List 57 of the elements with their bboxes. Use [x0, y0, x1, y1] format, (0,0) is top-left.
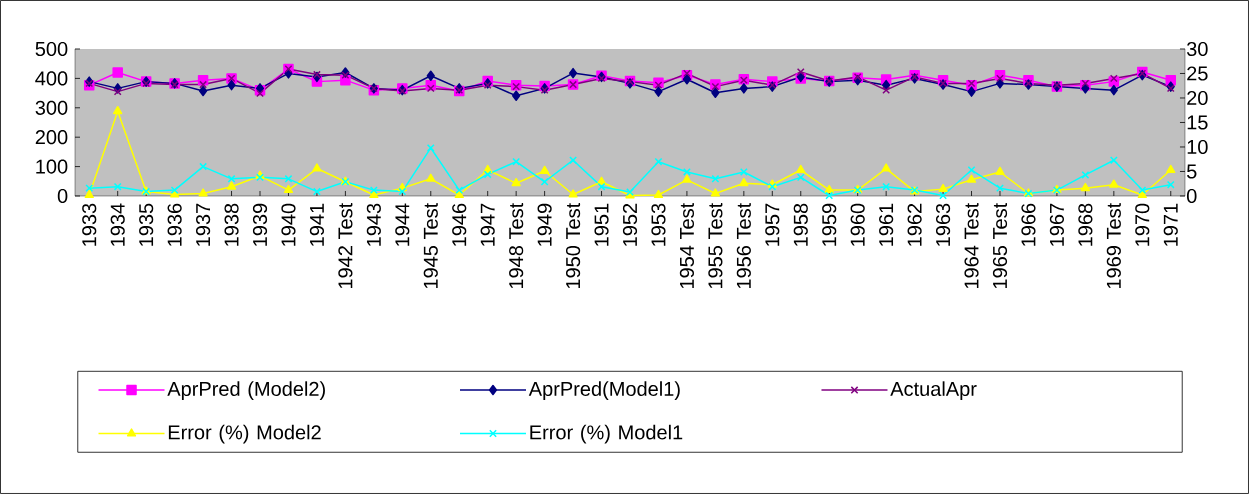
x-tick-label: 1957: [765, 203, 780, 246]
x-tick-label: 1940: [281, 203, 296, 246]
y2-tick-label: 5: [1186, 164, 1197, 179]
x-tick-label: 1954 Test: [679, 203, 695, 289]
x-tick-label: 1970: [1135, 203, 1150, 246]
x-tick-label: 1960: [850, 203, 865, 246]
y2-tick-label: 15: [1187, 115, 1208, 130]
x-tick-label: 1967: [1049, 203, 1064, 246]
x-tick-label: 1955 Test: [708, 203, 723, 289]
legend-label: AprPred(Model1): [528, 381, 680, 400]
x-tick-label: 1958: [793, 203, 808, 246]
x-tick-label: 1962: [907, 203, 922, 246]
x-tick-label: 1941: [309, 203, 325, 246]
x-tick-label: 1935: [139, 203, 154, 246]
x-tick-label: 1942 Test: [338, 203, 353, 289]
x-tick-label: 1968: [1078, 203, 1093, 246]
legend-label: ActualApr: [890, 381, 977, 400]
legend-label: Error (%) Model2: [168, 424, 321, 444]
x-tick-label: 1965 Test: [992, 203, 1008, 289]
x-tick-label: 1949: [537, 203, 552, 246]
x-tick-label: 1939: [252, 203, 268, 246]
x-tick-label: 1966: [1021, 203, 1036, 246]
y-tick-label: 500: [35, 41, 68, 57]
y2-tick-label: 10: [1187, 139, 1208, 155]
x-tick-label: 1971: [1163, 203, 1178, 246]
x-tick-label: 1969 Test: [1106, 203, 1121, 289]
x-tick-label: 1947: [480, 203, 495, 246]
x-tick-label: 1964 Test: [964, 203, 979, 289]
y2-tick-label: 20: [1187, 90, 1208, 106]
x-tick-label: 1948 Test: [509, 203, 524, 289]
y-tick-label: 0: [57, 188, 68, 204]
x-tick-label: 1938: [224, 203, 239, 246]
x-tick-label: 1946: [452, 203, 467, 246]
y2-tick-label: 25: [1187, 66, 1208, 81]
x-tick-label: 1945 Test: [423, 203, 438, 289]
x-tick-label: 1952: [622, 203, 638, 246]
x-tick-label: 1953: [651, 203, 666, 246]
y-tick-label: 300: [35, 100, 68, 115]
x-tick-label: 1934: [110, 203, 125, 246]
x-tick-label: 1951: [594, 203, 609, 246]
x-tick-label: 1943: [366, 203, 381, 246]
y-tick-label: 200: [35, 130, 68, 145]
y-tick-label: 400: [35, 71, 68, 86]
x-tick-label: 1937: [196, 203, 211, 246]
legend-label: Error (%) Model1: [530, 424, 683, 444]
legend-label: AprPred (Model2): [167, 381, 325, 400]
x-tick-label: 1959: [822, 203, 837, 246]
x-tick-label: 1944: [395, 203, 410, 246]
y2-tick-label: 30: [1186, 41, 1208, 57]
x-tick-label: 1950 Test: [565, 203, 581, 289]
y2-tick-label: 0: [1186, 188, 1197, 204]
y-tick-label: 100: [36, 159, 68, 174]
x-tick-label: 1963: [935, 203, 951, 246]
x-tick-label: 1933: [82, 203, 97, 246]
x-tick-label: 1956 Test: [736, 203, 751, 289]
x-tick-label: 1936: [167, 203, 182, 246]
x-tick-label: 1961: [879, 203, 894, 246]
